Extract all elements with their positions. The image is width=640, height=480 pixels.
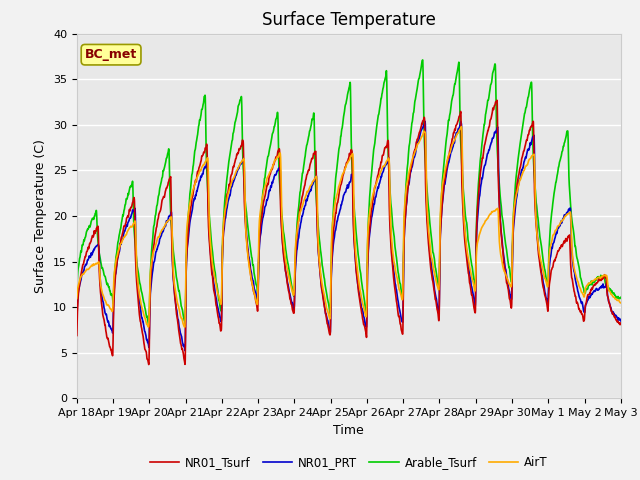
Arable_Tsurf	[502, 242, 509, 248]
AirT	[471, 288, 479, 294]
AirT	[616, 300, 624, 306]
NR01_Tsurf	[171, 293, 179, 299]
NR01_PRT	[421, 119, 429, 124]
AirT	[73, 296, 81, 301]
AirT	[329, 222, 337, 228]
NR01_Tsurf	[441, 178, 449, 184]
NR01_Tsurf	[73, 333, 81, 338]
Arable_Tsurf	[616, 295, 624, 301]
Line: AirT: AirT	[77, 127, 621, 327]
Line: NR01_Tsurf: NR01_Tsurf	[77, 100, 621, 364]
NR01_PRT	[502, 266, 509, 272]
AirT	[458, 124, 465, 130]
NR01_PRT	[617, 318, 625, 324]
Text: BC_met: BC_met	[85, 48, 137, 61]
AirT	[180, 324, 188, 330]
NR01_PRT	[181, 348, 189, 353]
NR01_Tsurf	[502, 272, 509, 277]
NR01_Tsurf	[329, 242, 337, 248]
NR01_Tsurf	[471, 309, 479, 314]
NR01_PRT	[329, 251, 337, 257]
X-axis label: Time: Time	[333, 424, 364, 437]
NR01_Tsurf	[616, 322, 624, 327]
AirT	[441, 169, 449, 175]
AirT	[171, 282, 179, 288]
Arable_Tsurf	[329, 223, 337, 228]
NR01_Tsurf	[617, 320, 625, 326]
Legend: NR01_Tsurf, NR01_PRT, Arable_Tsurf, AirT: NR01_Tsurf, NR01_PRT, Arable_Tsurf, AirT	[145, 452, 552, 474]
Arable_Tsurf	[471, 281, 479, 287]
Arable_Tsurf	[171, 259, 179, 264]
NR01_Tsurf	[493, 97, 500, 103]
AirT	[502, 271, 509, 277]
Title: Surface Temperature: Surface Temperature	[262, 11, 436, 29]
Arable_Tsurf	[617, 294, 625, 300]
NR01_PRT	[616, 317, 624, 323]
Arable_Tsurf	[419, 57, 426, 63]
NR01_Tsurf	[145, 361, 152, 367]
Arable_Tsurf	[441, 152, 449, 158]
Line: NR01_PRT: NR01_PRT	[77, 121, 621, 350]
Y-axis label: Surface Temperature (C): Surface Temperature (C)	[35, 139, 47, 293]
NR01_PRT	[441, 181, 449, 187]
NR01_PRT	[471, 301, 479, 307]
NR01_PRT	[171, 289, 179, 295]
NR01_PRT	[73, 318, 81, 324]
AirT	[617, 300, 625, 306]
Arable_Tsurf	[73, 285, 81, 290]
Arable_Tsurf	[145, 321, 152, 327]
Line: Arable_Tsurf: Arable_Tsurf	[77, 60, 621, 324]
